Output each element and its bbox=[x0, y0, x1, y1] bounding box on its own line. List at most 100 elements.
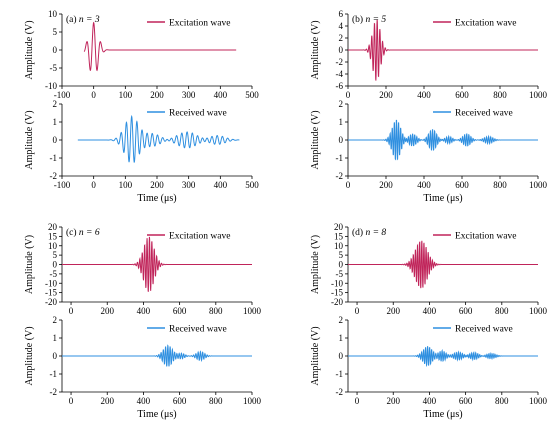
received-wave-line bbox=[62, 344, 252, 367]
y-tick-label: 10 bbox=[48, 9, 58, 19]
y-tick-label: 20 bbox=[48, 222, 58, 232]
y-axis-title: Amplitude (V) bbox=[24, 235, 35, 294]
x-tick-label: 1000 bbox=[529, 396, 548, 406]
x-tick-label: 0 bbox=[355, 306, 360, 316]
y-tick-label: -2 bbox=[336, 387, 344, 397]
x-tick-label: 200 bbox=[379, 180, 393, 190]
y-tick-label: 20 bbox=[334, 222, 344, 232]
excitation-wave-line bbox=[83, 21, 237, 72]
x-tick-label: 400 bbox=[137, 306, 151, 316]
y-axis-title: Amplitude (V) bbox=[310, 235, 321, 294]
x-tick-label: 200 bbox=[100, 306, 114, 316]
x-tick-label: 400 bbox=[417, 180, 431, 190]
legend-label: Excitation wave bbox=[455, 232, 516, 242]
x-tick-label: 800 bbox=[209, 396, 223, 406]
legend-label: Excitation wave bbox=[455, 19, 516, 29]
y-tick-label: -2 bbox=[50, 171, 58, 181]
subplot-received: -2 -1 0 1 2 0 200 400 600 800 1000 Amplitude (V) Tim… bbox=[24, 315, 262, 420]
y-tick-label: -2 bbox=[50, 387, 58, 397]
y-tick-label: -5 bbox=[336, 269, 344, 279]
y-axis-title: Amplitude (V) bbox=[310, 326, 321, 385]
x-tick-label: 600 bbox=[173, 396, 187, 406]
x-tick-label: 200 bbox=[150, 180, 164, 190]
legend-label: Excitation wave bbox=[169, 19, 230, 29]
y-tick-label: 6 bbox=[339, 9, 344, 19]
x-axis-title: Time (μs) bbox=[137, 409, 176, 420]
y-tick-label: 2 bbox=[53, 99, 58, 109]
x-tick-label: 300 bbox=[182, 90, 196, 100]
panel-n-value: n = 5 bbox=[365, 15, 386, 25]
subplot-received: -2 -1 0 1 2 -100 0 100 200 300 400 500 Amplitude (V)… bbox=[24, 99, 259, 204]
x-tick-label: 100 bbox=[119, 90, 133, 100]
y-tick-label: 2 bbox=[339, 33, 344, 43]
excitation-wave-line bbox=[348, 240, 538, 289]
x-tick-label: 500 bbox=[245, 180, 259, 190]
x-tick-label: 100 bbox=[119, 180, 133, 190]
y-tick-label: 2 bbox=[53, 315, 58, 325]
y-tick-label: -10 bbox=[45, 81, 57, 91]
y-tick-label: -2 bbox=[336, 171, 344, 181]
x-tick-label: 500 bbox=[245, 90, 259, 100]
subplot-received: -2 -1 0 1 2 0 200 400 600 800 1000 Amplitude (V) Tim… bbox=[310, 315, 548, 420]
panel-n-value: n = 8 bbox=[365, 228, 386, 238]
y-tick-label: 0 bbox=[339, 45, 344, 55]
x-tick-label: 800 bbox=[493, 90, 507, 100]
x-tick-label: 600 bbox=[173, 306, 187, 316]
subplot-received: -2 -1 0 1 2 0 200 400 600 800 1000 Amplitude (V) Tim… bbox=[310, 99, 548, 204]
y-tick-label: 5 bbox=[53, 250, 58, 260]
y-axis-title: Amplitude (V) bbox=[24, 326, 35, 385]
received-wave-line bbox=[348, 346, 538, 368]
x-tick-label: 400 bbox=[417, 90, 431, 100]
x-tick-label: 1000 bbox=[243, 396, 262, 406]
x-tick-label: 400 bbox=[214, 90, 228, 100]
y-tick-label: 1 bbox=[53, 117, 58, 127]
y-tick-label: -20 bbox=[45, 297, 57, 307]
y-tick-label: -1 bbox=[336, 369, 344, 379]
x-tick-label: 1000 bbox=[243, 306, 262, 316]
x-tick-label: 200 bbox=[386, 306, 400, 316]
y-tick-label: 5 bbox=[53, 27, 58, 37]
y-tick-label: 1 bbox=[53, 333, 58, 343]
panel-label: (d) n = 8 bbox=[352, 227, 386, 238]
y-axis-title: Amplitude (V) bbox=[24, 20, 35, 79]
x-tick-label: 0 bbox=[69, 306, 74, 316]
excitation-wave-line bbox=[348, 19, 538, 81]
x-axis-title: Time (μs) bbox=[423, 409, 462, 420]
x-tick-label: 600 bbox=[455, 180, 469, 190]
panel-letter: (d) bbox=[352, 227, 365, 238]
panel-label: (b) n = 5 bbox=[352, 14, 386, 25]
excitation-wave-line bbox=[62, 236, 252, 292]
y-tick-label: 0 bbox=[53, 135, 58, 145]
y-tick-label: -6 bbox=[336, 81, 344, 91]
subplot-excitation: -10 -5 0 5 10 -100 0 100 200 300 400 500 Amplitude (… bbox=[24, 9, 259, 100]
legend-label: Received wave bbox=[455, 109, 513, 119]
x-tick-label: 400 bbox=[423, 396, 437, 406]
x-tick-label: 600 bbox=[459, 396, 473, 406]
x-tick-label: -100 bbox=[54, 180, 71, 190]
y-tick-label: 0 bbox=[339, 260, 344, 270]
y-tick-label: -15 bbox=[45, 288, 57, 298]
panel-n-value: n = 6 bbox=[79, 228, 100, 238]
y-tick-label: 4 bbox=[339, 21, 344, 31]
y-tick-label: -1 bbox=[50, 153, 58, 163]
x-tick-label: 1000 bbox=[529, 90, 548, 100]
x-tick-label: 0 bbox=[346, 90, 351, 100]
y-tick-label: -1 bbox=[50, 369, 58, 379]
y-tick-label: -4 bbox=[336, 69, 344, 79]
x-tick-label: 0 bbox=[91, 180, 96, 190]
y-tick-label: 1 bbox=[339, 333, 344, 343]
y-tick-label: 2 bbox=[339, 315, 344, 325]
y-tick-label: -5 bbox=[50, 269, 58, 279]
y-tick-label: -1 bbox=[336, 153, 344, 163]
y-tick-label: 10 bbox=[334, 241, 344, 251]
x-tick-label: 600 bbox=[455, 90, 469, 100]
x-axis-title: Time (μs) bbox=[137, 193, 176, 204]
y-tick-label: 1 bbox=[339, 117, 344, 127]
y-tick-label: 0 bbox=[53, 351, 58, 361]
x-tick-label: 0 bbox=[355, 396, 360, 406]
